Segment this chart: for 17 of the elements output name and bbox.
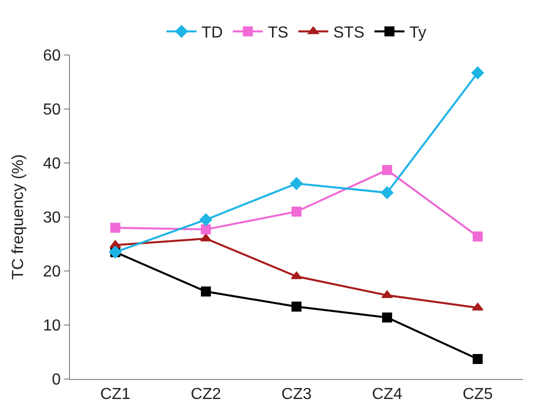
legend-label: TD <box>202 24 223 42</box>
legend-label: Ty <box>409 24 426 42</box>
y-tick-label: 50 <box>43 102 61 119</box>
y-axis-title: TC frequency (%) <box>10 154 27 280</box>
y-tick-label: 10 <box>43 318 61 335</box>
y-tick-label: 30 <box>43 210 61 227</box>
y-tick-label: 40 <box>43 156 61 173</box>
y-tick-label: 0 <box>52 372 61 389</box>
y-tick-label: 20 <box>43 264 61 281</box>
x-tick-label: CZ4 <box>372 386 402 404</box>
x-tick-label: CZ1 <box>100 386 131 404</box>
y-tick-label: 60 <box>43 48 61 65</box>
x-tick-label: CZ5 <box>462 386 493 404</box>
x-tick-label: CZ3 <box>281 386 312 404</box>
legend-label: STS <box>333 24 364 42</box>
x-tick-label: CZ2 <box>190 386 222 404</box>
legend-label: TS <box>268 24 288 42</box>
